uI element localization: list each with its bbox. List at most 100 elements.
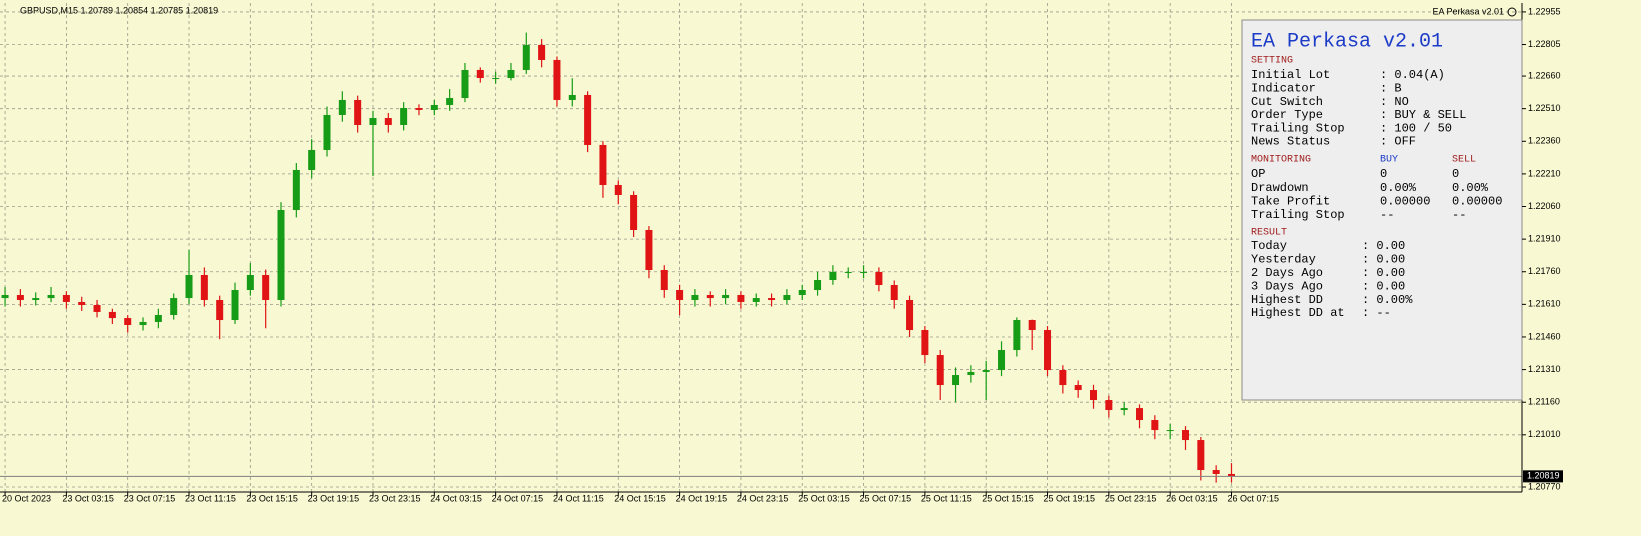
- panel-text: : 0.00: [1362, 266, 1405, 280]
- panel-title: EA Perkasa v2.01: [1251, 30, 1443, 53]
- x-tick-label: 25 Oct 15:15: [982, 493, 1034, 503]
- candle-body: [814, 280, 822, 291]
- candle-body: [32, 298, 40, 301]
- panel-text: Trailing Stop: [1251, 208, 1345, 222]
- candle-body: [722, 295, 730, 299]
- candle-body: [1090, 390, 1098, 401]
- y-tick-label: 1.21160: [1528, 397, 1560, 407]
- candle-body: [78, 301, 86, 306]
- y-tick-label: 1.21460: [1528, 331, 1561, 341]
- candle-body: [292, 169, 300, 210]
- candle-body: [200, 275, 208, 301]
- y-tick-label: 1.22060: [1528, 201, 1561, 211]
- candle-body: [476, 69, 484, 79]
- panel-text: Yesterday: [1251, 253, 1316, 267]
- x-tick-label: 25 Oct 11:15: [921, 493, 972, 503]
- x-tick-label: 24 Oct 11:15: [553, 493, 604, 503]
- x-tick-label: 26 Oct 03:15: [1166, 493, 1218, 503]
- section-header: RESULT: [1251, 228, 1287, 239]
- candle-body: [1105, 400, 1113, 411]
- panel-text: : B: [1380, 81, 1402, 95]
- candle-body: [446, 98, 454, 105]
- candle-body: [124, 318, 132, 326]
- candle-body: [216, 300, 224, 321]
- candle-body: [139, 321, 147, 326]
- candle-body: [844, 271, 852, 273]
- candle-body: [354, 99, 362, 125]
- candle-body: [630, 194, 638, 230]
- x-tick-label: 23 Oct 19:15: [308, 493, 360, 503]
- y-tick-label: 1.20770: [1528, 481, 1561, 491]
- panel-text: : NO: [1380, 95, 1409, 109]
- candle-body: [384, 118, 392, 125]
- panel-text: Today: [1251, 239, 1287, 253]
- candle-body: [783, 295, 791, 301]
- candle-body: [507, 69, 515, 79]
- candle-body: [860, 271, 868, 273]
- x-tick-label: 24 Oct 07:15: [492, 493, 544, 503]
- candle-body: [1059, 370, 1067, 386]
- candle-body: [967, 371, 975, 376]
- panel-text: : --: [1362, 306, 1391, 320]
- symbol-info: GBPUSD,M15 1.20789 1.20854 1.20785 1.208…: [20, 5, 218, 15]
- panel-text: 0.00000: [1452, 194, 1502, 208]
- candle-body: [246, 275, 254, 291]
- candle-body: [538, 44, 546, 60]
- panel-text: SELL: [1452, 155, 1476, 166]
- candle-body: [936, 355, 944, 386]
- candle-body: [553, 59, 561, 100]
- x-tick-label: 23 Oct 23:15: [369, 493, 421, 503]
- y-tick-label: 1.22210: [1528, 168, 1561, 178]
- candle-body: [982, 370, 990, 372]
- section-header: SETTING: [1251, 56, 1293, 67]
- y-tick-label: 1.22660: [1528, 70, 1561, 80]
- panel-text: Indicator: [1251, 81, 1316, 95]
- x-tick-label: 25 Oct 19:15: [1044, 493, 1096, 503]
- candle-body: [1074, 385, 1082, 391]
- x-tick-label: 25 Oct 03:15: [798, 493, 850, 503]
- x-tick-label: 23 Oct 11:15: [185, 493, 236, 503]
- x-tick-label: 24 Oct 03:15: [430, 493, 482, 503]
- y-tick-label: 1.21010: [1528, 429, 1561, 439]
- candle-body: [1120, 408, 1128, 411]
- candle-body: [921, 330, 929, 356]
- candle-body: [1013, 320, 1021, 351]
- panel-text: 0.00%: [1380, 181, 1417, 195]
- panel-text: 0.00000: [1380, 194, 1430, 208]
- candle-body: [522, 44, 530, 70]
- y-tick-label: 1.22510: [1528, 103, 1561, 113]
- candle-body: [185, 275, 193, 299]
- panel-text: Initial Lot: [1251, 68, 1330, 82]
- candle-body: [706, 295, 714, 299]
- candle-body: [47, 295, 55, 299]
- candle-body: [262, 275, 270, 301]
- candle-body: [875, 271, 883, 286]
- candle-body: [492, 78, 500, 80]
- candle-body: [599, 144, 607, 185]
- candle-body: [691, 295, 699, 301]
- candle-body: [1181, 430, 1189, 441]
- x-tick-label: 24 Oct 23:15: [737, 493, 789, 503]
- y-tick-label: 1.22955: [1528, 6, 1561, 16]
- panel-text: Highest DD: [1251, 293, 1323, 307]
- candle-body: [998, 350, 1006, 371]
- candle-body: [952, 375, 960, 386]
- candle-body: [1166, 430, 1174, 432]
- x-tick-label: 24 Oct 15:15: [614, 493, 666, 503]
- x-tick-label: 25 Oct 23:15: [1105, 493, 1157, 503]
- candle-body: [906, 300, 914, 331]
- x-tick-label: 26 Oct 07:15: [1227, 493, 1279, 503]
- panel-text: Order Type: [1251, 108, 1323, 122]
- panel-text: --: [1380, 208, 1394, 222]
- y-tick-label: 1.22805: [1528, 39, 1561, 49]
- x-tick-label: 24 Oct 19:15: [676, 493, 728, 503]
- y-tick-label: 1.21760: [1528, 266, 1561, 276]
- x-tick-label: 23 Oct 15:15: [246, 493, 298, 503]
- candle-body: [1044, 330, 1052, 371]
- panel-text: : 0.00: [1362, 239, 1405, 253]
- panel-text: News Status: [1251, 135, 1330, 149]
- candle-body: [369, 118, 377, 125]
- panel-text: BUY: [1380, 155, 1398, 166]
- panel-text: 0: [1380, 167, 1387, 181]
